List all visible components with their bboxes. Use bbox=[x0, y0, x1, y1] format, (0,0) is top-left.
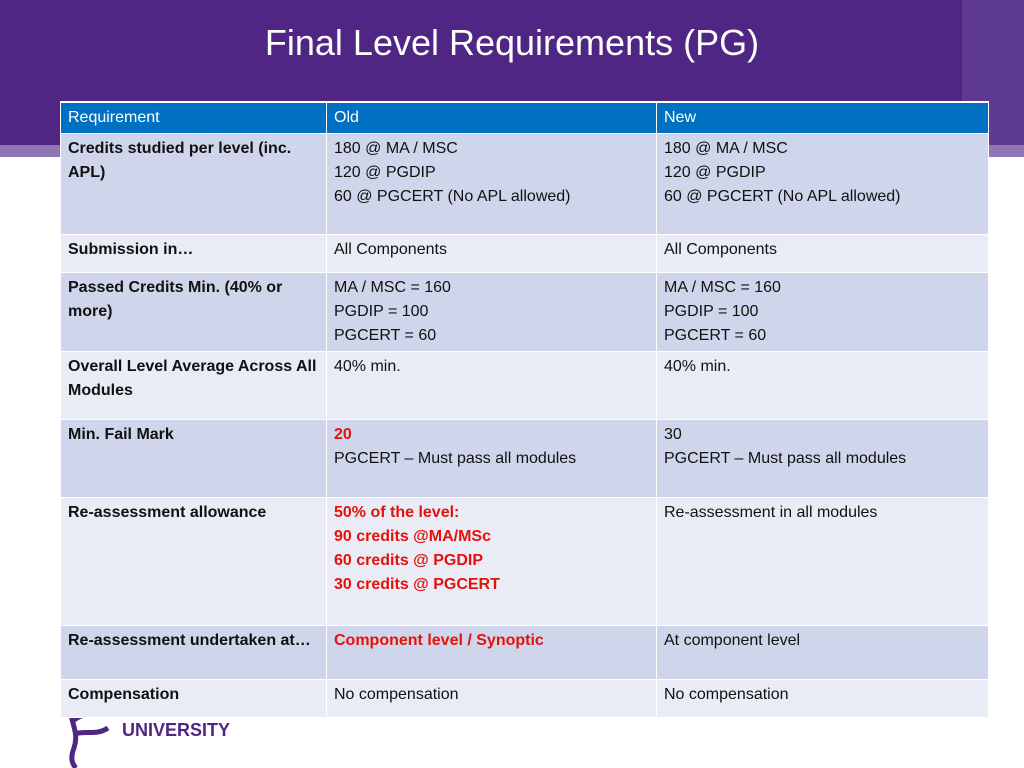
table-row: Re-assessment undertaken at… Component l… bbox=[60, 625, 989, 680]
cell-line-highlight: 60 credits @ PGDIP bbox=[334, 552, 483, 569]
cell-line: No compensation bbox=[334, 686, 459, 703]
table-row: Overall Level Average Across All Modules… bbox=[60, 351, 989, 420]
cell-line: All Components bbox=[334, 241, 447, 258]
cell-line: PGDIP = 100 bbox=[334, 303, 429, 320]
requirement-cell: Submission in… bbox=[60, 234, 327, 273]
requirement-cell: Overall Level Average Across All Modules bbox=[60, 351, 327, 420]
column-header-old: Old bbox=[326, 101, 657, 134]
cell-line: 120 @ PGDIP bbox=[664, 164, 766, 181]
cell-line: PGCERT = 60 bbox=[664, 327, 767, 344]
new-cell: No compensation bbox=[656, 679, 989, 718]
new-cell: 40% min. bbox=[656, 351, 989, 420]
cell-line: 120 @ PGDIP bbox=[334, 164, 436, 181]
table-row: Credits studied per level (inc. APL) 180… bbox=[60, 133, 989, 235]
old-cell: Component level / Synoptic bbox=[326, 625, 657, 680]
cell-line: 40% min. bbox=[664, 358, 731, 375]
column-header-requirement: Requirement bbox=[60, 101, 327, 134]
requirement-cell: Credits studied per level (inc. APL) bbox=[60, 133, 327, 235]
requirement-cell: Re-assessment undertaken at… bbox=[60, 625, 327, 680]
cell-line-highlight: 20 bbox=[334, 426, 352, 443]
cell-line-highlight: 90 credits @MA/MSc bbox=[334, 528, 491, 545]
cell-line: 30 bbox=[664, 426, 682, 443]
cell-line: MA / MSC = 160 bbox=[664, 279, 781, 296]
new-cell: MA / MSC = 160 PGDIP = 100 PGCERT = 60 bbox=[656, 272, 989, 352]
table-row: Re-assessment allowance 50% of the level… bbox=[60, 497, 989, 626]
cell-line: At component level bbox=[664, 632, 801, 649]
old-cell: 50% of the level: 90 credits @MA/MSc 60 … bbox=[326, 497, 657, 626]
cell-line: PGCERT – Must pass all modules bbox=[664, 450, 907, 467]
column-header-new: New bbox=[656, 101, 989, 134]
cell-line: 60 @ PGCERT (No APL allowed) bbox=[334, 188, 571, 205]
cell-line-highlight: Component level / Synoptic bbox=[334, 632, 544, 649]
table-row: Min. Fail Mark 20 PGCERT – Must pass all… bbox=[60, 419, 989, 498]
new-cell: Re-assessment in all modules bbox=[656, 497, 989, 626]
old-cell: MA / MSC = 160 PGDIP = 100 PGCERT = 60 bbox=[326, 272, 657, 352]
requirement-cell: Re-assessment allowance bbox=[60, 497, 327, 626]
new-cell: 30 PGCERT – Must pass all modules bbox=[656, 419, 989, 498]
old-cell: No compensation bbox=[326, 679, 657, 718]
requirement-cell: Min. Fail Mark bbox=[60, 419, 327, 498]
logo-text-line2: UNIVERSITY bbox=[122, 720, 231, 740]
cell-line: PGCERT – Must pass all modules bbox=[334, 450, 577, 467]
requirements-table: Requirement Old New Credits studied per … bbox=[60, 101, 989, 718]
cell-line-highlight: 50% of the level: bbox=[334, 504, 460, 521]
new-cell: 180 @ MA / MSC 120 @ PGDIP 60 @ PGCERT (… bbox=[656, 133, 989, 235]
cell-line: 180 @ MA / MSC bbox=[664, 140, 788, 157]
cell-line: PGDIP = 100 bbox=[664, 303, 759, 320]
new-cell: At component level bbox=[656, 625, 989, 680]
old-cell: 20 PGCERT – Must pass all modules bbox=[326, 419, 657, 498]
table-row: Submission in… All Components All Compon… bbox=[60, 234, 989, 273]
cell-line: 180 @ MA / MSC bbox=[334, 140, 458, 157]
cell-line: 40% min. bbox=[334, 358, 401, 375]
cell-line-highlight: 30 credits @ PGCERT bbox=[334, 576, 500, 593]
requirement-cell: Passed Credits Min. (40% or more) bbox=[60, 272, 327, 352]
cell-line: All Components bbox=[664, 241, 777, 258]
slide-title: Final Level Requirements (PG) bbox=[264, 22, 760, 63]
cell-line: No compensation bbox=[664, 686, 789, 703]
new-cell: All Components bbox=[656, 234, 989, 273]
cell-line: MA / MSC = 160 bbox=[334, 279, 451, 296]
old-cell: 180 @ MA / MSC 120 @ PGDIP 60 @ PGCERT (… bbox=[326, 133, 657, 235]
old-cell: 40% min. bbox=[326, 351, 657, 420]
cell-line: PGCERT = 60 bbox=[334, 327, 437, 344]
cell-line: 60 @ PGCERT (No APL allowed) bbox=[664, 188, 901, 205]
cell-line: Re-assessment in all modules bbox=[664, 504, 878, 521]
table-row: Compensation No compensation No compensa… bbox=[60, 679, 989, 718]
table-header-row: Requirement Old New bbox=[60, 101, 989, 134]
table-row: Passed Credits Min. (40% or more) MA / M… bbox=[60, 272, 989, 352]
old-cell: All Components bbox=[326, 234, 657, 273]
requirement-cell: Compensation bbox=[60, 679, 327, 718]
